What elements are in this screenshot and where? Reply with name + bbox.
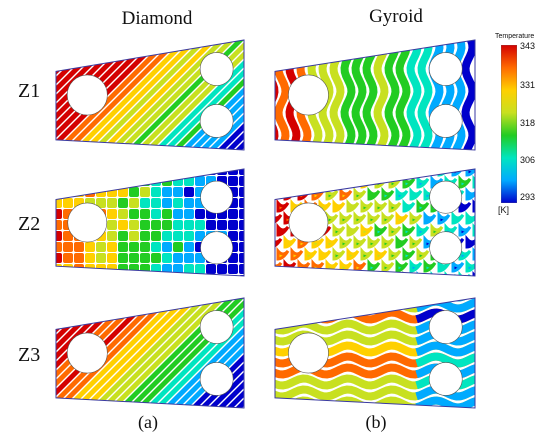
bolt-hole [67,202,108,243]
bolt-hole [288,332,329,374]
colorbar-tick-2: 318 [520,118,536,128]
panel-diamond-z3 [55,297,245,409]
bolt-hole [429,231,463,265]
bolt-hole [429,180,463,214]
column-title-gyroid: Gyroid [369,6,423,27]
bolt-hole [428,104,463,138]
bolt-hole [199,310,234,344]
colorbar-unit: [K] [498,205,510,215]
column-title-diamond: Diamond [121,8,193,29]
bolt-hole [288,74,329,116]
colorbar-tick-4: 293 [520,192,536,202]
bolt-hole [66,332,108,374]
bolt-hole [428,362,463,396]
panel-gyroid-z1 [274,39,476,151]
colorbar-tick-1: 331 [520,80,536,90]
panel-gyroid-z3 [274,297,476,409]
bolt-hole [288,202,329,243]
colorbar-tick-3: 306 [520,155,536,165]
bolt-hole [200,231,234,265]
sublabel-a: (a) [138,412,158,432]
row-label-z3: Z3 [18,344,41,366]
bolt-hole [199,362,234,396]
colorbar [501,45,517,203]
sublabel-b: (b) [365,412,387,432]
colorbar-tick-0: 343 [520,41,536,51]
row-label-z1: Z1 [18,80,41,102]
panel-gyroid-z2 [274,168,476,277]
bolt-hole [200,180,234,214]
panel-diamond-z2 [55,168,245,277]
bolt-hole [199,104,234,138]
row-label-z2: Z2 [18,213,41,235]
panel-diamond-z1 [55,39,245,151]
bolt-hole [428,310,463,344]
bolt-hole [66,74,108,116]
bolt-hole [199,52,234,86]
colorbar-title: Temperature [495,33,535,40]
bolt-hole [428,52,463,86]
